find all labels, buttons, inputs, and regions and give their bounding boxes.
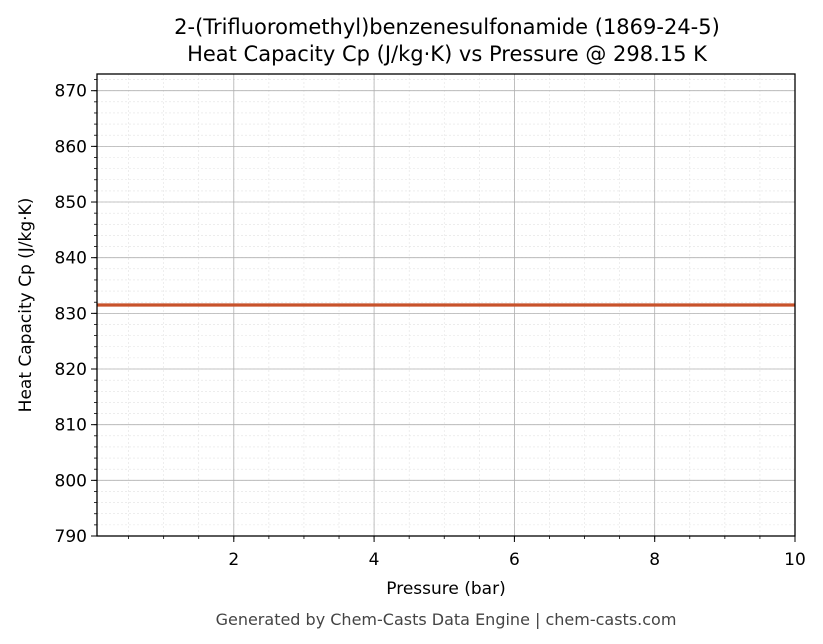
x-tick-label: 4 [369,550,380,570]
plot-frame [96,73,796,537]
y-axis-label: Heat Capacity Cp (J/kg·K) [16,198,36,413]
y-tick-label: 810 [55,416,87,436]
x-tick-label: 8 [649,550,660,570]
y-tick-label: 840 [55,249,87,269]
y-tick-label: 790 [55,527,87,547]
x-tick-label: 6 [509,550,520,570]
footer-credit: Generated by Chem-Casts Data Engine | ch… [216,610,677,629]
y-tick-label: 860 [55,137,87,157]
y-tick-label: 870 [55,82,87,102]
x-tick-label: 10 [784,550,806,570]
y-tick-label: 820 [55,360,87,380]
y-tick-label: 850 [55,193,87,213]
y-tick-label: 830 [55,304,87,324]
y-tick-label: 800 [55,471,87,491]
chart-title: 2-(Trifluoromethyl)benzenesulfonamide (1… [174,15,720,39]
axis-ticks [91,79,796,542]
x-tick-label: 2 [228,550,239,570]
chart-subtitle: Heat Capacity Cp (J/kg·K) vs Pressure @ … [187,42,708,66]
x-axis-label: Pressure (bar) [386,579,505,599]
